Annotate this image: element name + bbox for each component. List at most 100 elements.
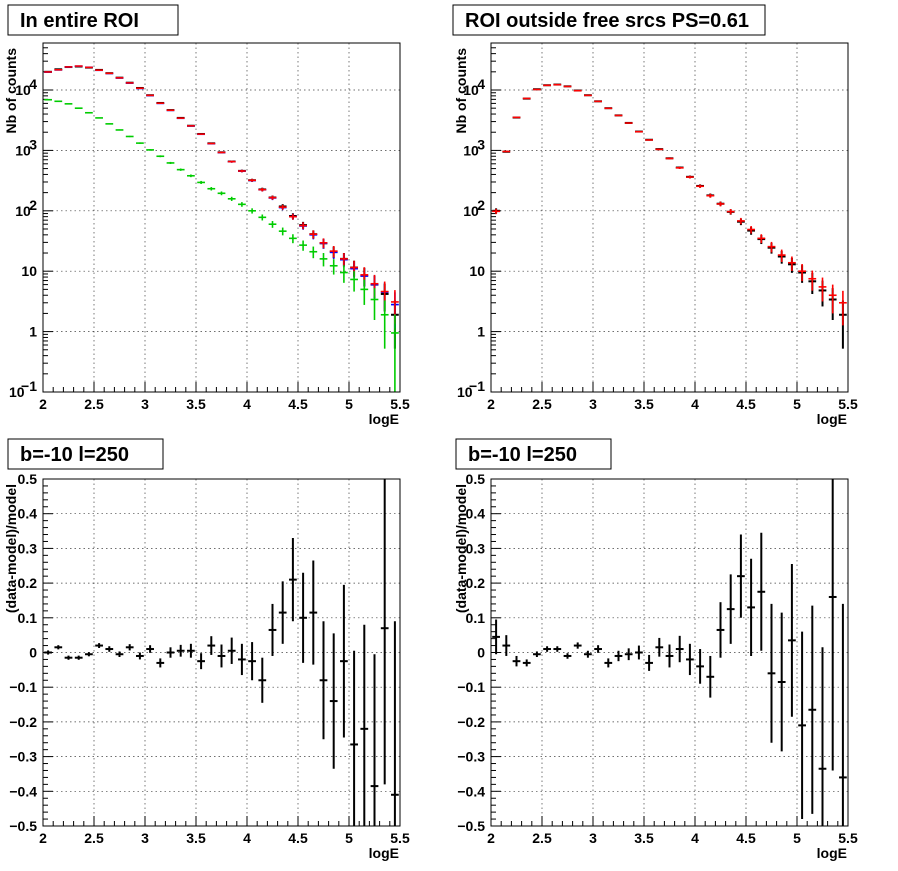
- data-point: [767, 603, 776, 743]
- data-point: [839, 603, 847, 826]
- x-tick-labels: 2 2.5 3 3.5 4 4.5 5 5.5: [39, 396, 410, 412]
- data-point: [64, 655, 73, 660]
- data-point: [380, 479, 389, 785]
- x-tick-label: 4.5: [288, 396, 308, 412]
- data-point: [645, 139, 653, 141]
- x-tick-label: 5.5: [390, 830, 410, 846]
- y-tick-label: 0: [477, 645, 485, 661]
- y-tick-label: −0.2: [457, 714, 485, 730]
- data-point: [299, 572, 307, 663]
- data-point: [146, 149, 154, 151]
- chart-title: ROI outside free srcs PS=0.61: [465, 10, 749, 32]
- data-point: [594, 645, 602, 653]
- y-tick-exponent: 4: [29, 76, 37, 92]
- data-point: [197, 133, 205, 135]
- data-point: [217, 191, 226, 196]
- y-axis-title: Nb of counts: [453, 48, 469, 134]
- data-point: [289, 213, 297, 220]
- data-point: [624, 648, 633, 661]
- data-point: [166, 109, 175, 112]
- data-point: [777, 612, 786, 752]
- title-box: [452, 4, 766, 36]
- data-point: [187, 643, 195, 658]
- series-3: [44, 98, 399, 392]
- data-point: [227, 637, 236, 664]
- data-point: [156, 102, 165, 104]
- x-tick-label: 3: [141, 396, 149, 412]
- data-point: [125, 644, 134, 651]
- data-point: [635, 130, 643, 133]
- data-point: [675, 166, 684, 169]
- data-point: [227, 196, 236, 201]
- data-point: [207, 142, 216, 145]
- data-point: [614, 114, 623, 117]
- data-point: [828, 284, 837, 314]
- data-point: [329, 245, 338, 258]
- data-point: [808, 605, 817, 814]
- data-point: [278, 227, 287, 236]
- data-point: [380, 300, 389, 349]
- data-point: [788, 256, 796, 271]
- data-point: [268, 603, 277, 656]
- x-tick-label: 5: [793, 830, 801, 846]
- data-point: [248, 178, 256, 182]
- data-point: [665, 157, 674, 160]
- x-tick-label: 4.5: [288, 830, 308, 846]
- y-tick-label: 10: [469, 263, 485, 279]
- data-point: [655, 637, 664, 657]
- data-point: [289, 234, 297, 244]
- y-tick-label: 0.5: [18, 471, 38, 487]
- data-point: [125, 135, 134, 138]
- data-point: [136, 652, 144, 660]
- y-axis-title: (data-model)/model: [3, 484, 19, 613]
- y-tick-label: −0.3: [457, 749, 485, 765]
- x-tick-label: 3: [589, 396, 597, 412]
- data-point: [156, 658, 165, 668]
- x-tick-label: 3: [141, 830, 149, 846]
- y-tick-label: −0.1: [457, 679, 485, 695]
- y-tick-labels: −0.5 −0.4 −0.3 −0.2 −0.1 0 0.1 0.2 0.3 0.4 0.5: [457, 471, 485, 834]
- data-point: [238, 202, 246, 207]
- data-point: [706, 655, 715, 698]
- data-point: [350, 271, 358, 292]
- y-tick-label: 0.1: [18, 610, 38, 626]
- x-axis-title: logE: [369, 411, 399, 427]
- data-point: [197, 653, 205, 670]
- data-point: [492, 619, 500, 655]
- data-point: [238, 643, 246, 676]
- x-tick-label: 2.5: [84, 396, 104, 412]
- data-point: [808, 270, 817, 291]
- data-point: [798, 263, 806, 282]
- data-point: [818, 647, 827, 826]
- data-point: [737, 217, 745, 225]
- title-box: [7, 4, 179, 36]
- y-tick-label: −0.5: [457, 818, 485, 834]
- y-tick-exponent: 2: [29, 197, 37, 213]
- y-tick-labels: −0.5 −0.4 −0.3 −0.2 −0.1 0 0.1 0.2 0.3 0.4 0.5: [9, 471, 37, 834]
- y-tick-label: 10: [457, 384, 473, 400]
- data-point: [187, 125, 195, 127]
- data-point: [370, 288, 379, 321]
- y-axis-title: Nb of counts: [3, 48, 19, 134]
- data-point: [340, 253, 348, 267]
- data-point: [340, 584, 348, 738]
- data-point: [624, 122, 633, 124]
- data-point: [74, 655, 83, 660]
- x-tick-label: 4: [243, 396, 251, 412]
- x-tick-label: 4: [691, 830, 699, 846]
- series-0: [44, 65, 399, 349]
- x-tick-label: 4.5: [736, 830, 756, 846]
- data-point: [64, 103, 73, 105]
- plot-frame: [490, 478, 849, 827]
- x-tick-label: 5: [345, 396, 353, 412]
- data-point: [197, 180, 205, 184]
- data-point: [54, 645, 63, 650]
- title-box: [7, 438, 164, 470]
- data-point: [289, 537, 297, 622]
- data-point: [166, 647, 175, 658]
- data-point: [645, 654, 653, 671]
- y-tick-exponent: −1: [469, 378, 485, 394]
- data-point: [156, 155, 165, 158]
